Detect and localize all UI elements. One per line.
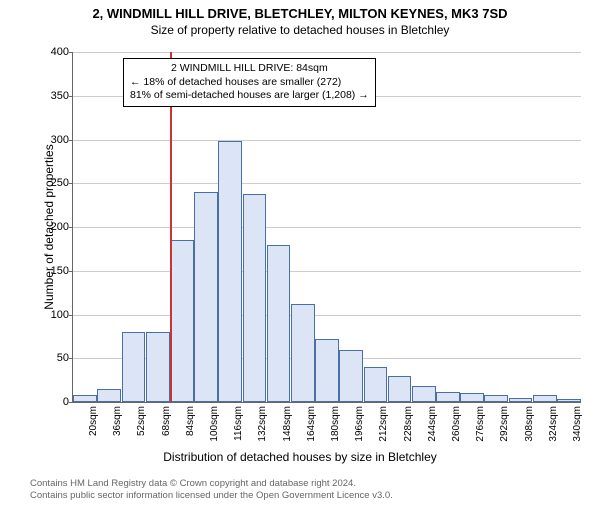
xtick-label: 308sqm xyxy=(524,406,535,442)
histogram-bar xyxy=(97,389,121,402)
ytick-mark xyxy=(69,271,73,272)
annotation-box: 2 WINDMILL HILL DRIVE: 84sqm ← 18% of de… xyxy=(123,58,376,107)
xtick-label: 68sqm xyxy=(161,406,172,436)
xtick-label: 228sqm xyxy=(403,406,414,442)
histogram-bar xyxy=(146,332,170,402)
gridline xyxy=(73,140,581,141)
xtick-label: 340sqm xyxy=(572,406,583,442)
xtick-label: 84sqm xyxy=(185,406,196,436)
histogram-bar xyxy=(73,395,97,402)
gridline xyxy=(73,52,581,53)
ytick-mark xyxy=(69,52,73,53)
annotation-line-3: 81% of semi-detached houses are larger (… xyxy=(130,89,369,103)
ytick-mark xyxy=(69,183,73,184)
histogram-bar xyxy=(194,192,218,402)
histogram-bar xyxy=(122,332,146,402)
chart-subtitle: Size of property relative to detached ho… xyxy=(0,23,600,37)
ytick-mark xyxy=(69,315,73,316)
xtick-label: 148sqm xyxy=(282,406,293,442)
ytick-label: 400 xyxy=(39,46,69,58)
annotation-line-1: 2 WINDMILL HILL DRIVE: 84sqm xyxy=(130,62,369,76)
xtick-label: 20sqm xyxy=(88,406,99,436)
ytick-label: 50 xyxy=(39,352,69,364)
xtick-label: 52sqm xyxy=(136,406,147,436)
footer-line-1: Contains HM Land Registry data © Crown c… xyxy=(30,478,393,490)
footer-line-2: Contains public sector information licen… xyxy=(30,490,393,502)
histogram-bar xyxy=(388,376,412,402)
chart-title: 2, WINDMILL HILL DRIVE, BLETCHLEY, MILTO… xyxy=(0,6,600,21)
ytick-mark xyxy=(69,96,73,97)
xaxis-label: Distribution of detached houses by size … xyxy=(0,450,600,464)
ytick-mark xyxy=(69,140,73,141)
ytick-label: 100 xyxy=(39,309,69,321)
ytick-label: 250 xyxy=(39,177,69,189)
histogram-bar xyxy=(315,339,339,402)
ytick-label: 0 xyxy=(39,396,69,408)
xtick-label: 180sqm xyxy=(330,406,341,442)
xtick-label: 36sqm xyxy=(112,406,123,436)
histogram-bar xyxy=(557,399,581,402)
annotation-line-2: ← 18% of detached houses are smaller (27… xyxy=(130,76,369,90)
histogram-bar xyxy=(533,395,557,402)
histogram-bar xyxy=(484,395,508,402)
ytick-label: 350 xyxy=(39,90,69,102)
histogram-bar xyxy=(509,398,533,402)
xtick-label: 292sqm xyxy=(499,406,510,442)
histogram-bar xyxy=(218,141,242,402)
histogram-bar xyxy=(170,240,194,402)
histogram-bar xyxy=(364,367,388,402)
histogram-bar xyxy=(460,393,484,402)
ytick-label: 150 xyxy=(39,265,69,277)
histogram-bar xyxy=(436,392,460,403)
xtick-label: 244sqm xyxy=(427,406,438,442)
ytick-label: 300 xyxy=(39,134,69,146)
xtick-label: 132sqm xyxy=(257,406,268,442)
xtick-label: 164sqm xyxy=(306,406,317,442)
gridline xyxy=(73,183,581,184)
xtick-label: 116sqm xyxy=(233,406,244,441)
xtick-label: 324sqm xyxy=(548,406,559,442)
ytick-mark xyxy=(69,227,73,228)
xtick-label: 260sqm xyxy=(451,406,462,442)
xtick-label: 196sqm xyxy=(354,406,365,442)
histogram-bar xyxy=(243,194,267,402)
xtick-label: 100sqm xyxy=(209,406,220,442)
gridline xyxy=(73,227,581,228)
histogram-bar xyxy=(291,304,315,402)
xtick-label: 276sqm xyxy=(475,406,486,442)
ytick-mark xyxy=(69,402,73,403)
histogram-plot: 05010015020025030035040020sqm36sqm52sqm6… xyxy=(72,52,581,403)
ytick-label: 200 xyxy=(39,221,69,233)
histogram-bar xyxy=(339,350,363,403)
gridline xyxy=(73,271,581,272)
footer: Contains HM Land Registry data © Crown c… xyxy=(30,478,393,502)
gridline xyxy=(73,315,581,316)
histogram-bar xyxy=(412,386,436,402)
ytick-mark xyxy=(69,358,73,359)
histogram-bar xyxy=(267,245,291,403)
xtick-label: 212sqm xyxy=(378,406,389,442)
chart-area: Number of detached properties 0501001502… xyxy=(50,52,580,422)
